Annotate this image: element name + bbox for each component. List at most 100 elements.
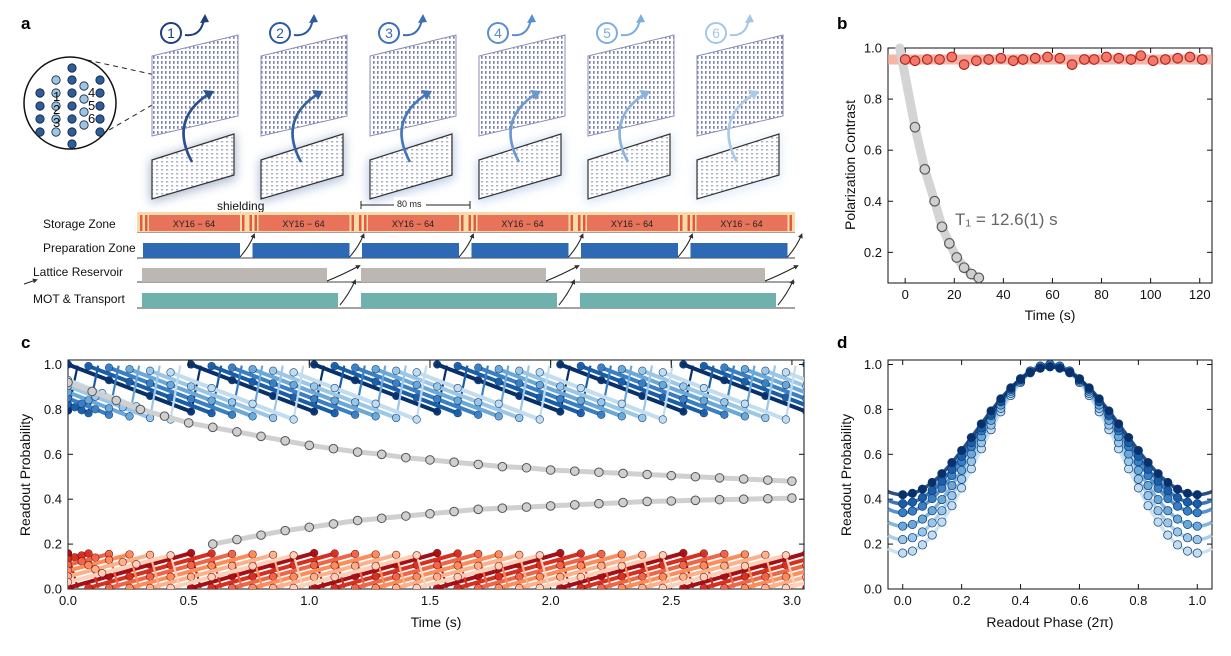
panel-label-c: c xyxy=(21,333,30,352)
preparation-plane xyxy=(478,133,562,200)
red-point xyxy=(823,584,831,592)
red-point xyxy=(679,561,688,570)
red-point xyxy=(946,550,954,558)
red-point xyxy=(556,548,565,558)
red-point xyxy=(371,583,380,589)
inset-label-4: 4 xyxy=(88,85,95,100)
gray-point xyxy=(328,443,339,454)
blue-point xyxy=(679,382,688,391)
fringe-point xyxy=(1183,546,1193,556)
blue-trace-segment xyxy=(578,364,706,416)
gray-point xyxy=(787,493,797,503)
red-point xyxy=(289,583,298,589)
red-point xyxy=(371,572,380,581)
fringe-point xyxy=(1006,383,1016,393)
red-point xyxy=(145,572,155,581)
blue-point xyxy=(761,379,770,388)
panel-b-xtick-label: 20 xyxy=(947,287,961,302)
fringe-point xyxy=(1133,465,1143,475)
blue-trace-reset xyxy=(723,365,736,415)
blue-point xyxy=(145,379,155,388)
red-point xyxy=(145,583,155,589)
red-point xyxy=(269,550,278,559)
storage-plane xyxy=(369,34,457,137)
red-point xyxy=(926,561,934,569)
panel-c-xtick-label: 3.0 xyxy=(783,593,801,608)
red-trace-segment xyxy=(537,553,665,589)
gray-point xyxy=(449,506,459,517)
red-trace-reset xyxy=(888,555,898,588)
red-point xyxy=(84,561,93,570)
panel-b-xtick-label: 40 xyxy=(996,287,1010,302)
red-point xyxy=(720,583,729,589)
blue-point xyxy=(412,415,421,424)
blue-point xyxy=(433,407,442,416)
red-point xyxy=(987,562,995,570)
fringe-point xyxy=(1163,493,1173,504)
sequence-label: XY16 − 64 xyxy=(392,219,434,229)
storage-marker xyxy=(359,215,362,231)
panel-c-traces xyxy=(68,360,995,592)
panel-label-b: b xyxy=(837,14,847,33)
blue-trace-segment xyxy=(68,396,112,417)
blue-point xyxy=(351,363,360,372)
blue-trace-segment xyxy=(127,367,255,419)
blue-point xyxy=(269,379,278,388)
transfer-arrowhead xyxy=(312,90,323,100)
mot-arrow xyxy=(558,279,576,306)
panel-d-ytick-label: 0.8 xyxy=(864,402,882,417)
red-point xyxy=(802,584,804,589)
blue-point xyxy=(104,404,114,413)
red-point xyxy=(617,572,626,581)
panel-d-xtick-label: 0.0 xyxy=(894,593,912,608)
red-point xyxy=(98,569,107,578)
blue-point xyxy=(289,368,298,377)
red-point xyxy=(166,551,175,560)
step-number-6: 6 xyxy=(712,25,720,41)
gray-point xyxy=(183,418,194,428)
protected-point xyxy=(1017,54,1029,65)
red-point xyxy=(371,550,380,559)
panel-c-ytick-label: 0.2 xyxy=(44,537,62,552)
fringe-point xyxy=(966,432,976,443)
fringe-point xyxy=(1163,518,1173,528)
blue-trace-segment xyxy=(271,368,399,420)
gray-point xyxy=(68,377,73,388)
fringe-point xyxy=(1084,383,1094,393)
red-point xyxy=(781,551,791,560)
blue-point xyxy=(84,361,93,371)
transfer-arrowhead xyxy=(203,90,214,100)
red-point xyxy=(433,548,442,558)
panel-c-xtick-label: 0.5 xyxy=(180,593,198,608)
fringe-point xyxy=(1153,517,1163,527)
blue-point xyxy=(186,382,196,391)
red-point xyxy=(125,572,134,581)
fringe-point xyxy=(907,546,917,556)
sequence-label: XY16 − 64 xyxy=(173,219,215,229)
red-trace-reset xyxy=(847,554,857,588)
storage-pulse xyxy=(696,215,788,231)
decay-point xyxy=(929,195,940,207)
red-point xyxy=(207,549,216,558)
blue-point xyxy=(392,413,401,423)
red-point xyxy=(227,549,237,559)
fringe-point xyxy=(1192,535,1202,545)
panel-b-axes-frame xyxy=(887,47,1213,284)
fringe-point xyxy=(898,521,908,531)
reservoir-arrow xyxy=(764,265,799,282)
panel-c-ytick-label: 0.0 xyxy=(44,582,62,597)
panel-d-ytick-label: 0.6 xyxy=(864,447,882,462)
protected-point xyxy=(934,54,945,65)
blue-point xyxy=(125,365,134,374)
gray-point xyxy=(618,468,628,479)
blue-point xyxy=(905,381,913,389)
panel-d-ytick-label: 0.4 xyxy=(864,492,882,507)
fringe-point xyxy=(1192,521,1202,531)
decay-point xyxy=(973,272,985,284)
red-point xyxy=(905,584,913,592)
fringe-point xyxy=(917,514,928,524)
blue-point xyxy=(617,412,626,421)
blue-point xyxy=(474,363,483,372)
blue-point xyxy=(494,365,503,374)
gray-point xyxy=(666,470,677,481)
